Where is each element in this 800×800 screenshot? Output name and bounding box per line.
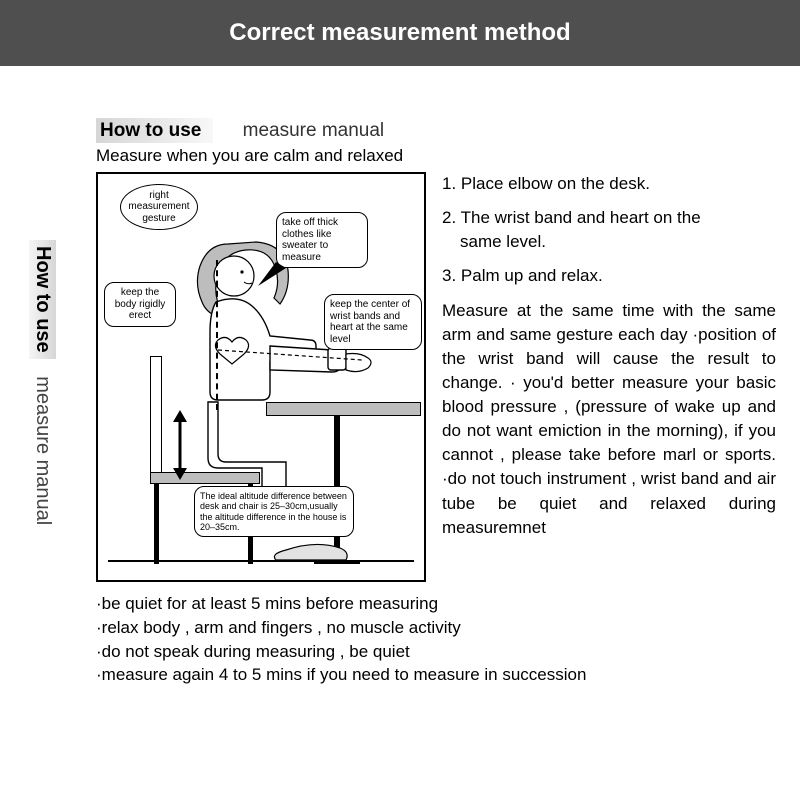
step-2-text-a: The wrist band and heart on the	[461, 208, 701, 227]
step-1-num: 1.	[442, 174, 456, 193]
subheading-how: How to use	[96, 118, 213, 143]
step-2-text-b: same level.	[442, 230, 776, 254]
title-bar: Correct measurement method	[0, 0, 800, 66]
page-title: Correct measurement method	[229, 19, 570, 47]
sidebar-label: How to use measure manual	[34, 240, 62, 610]
callout-clothes-pointer-icon	[258, 262, 286, 286]
step-1-text: Place elbow on the desk.	[461, 174, 650, 193]
step-2: 2. The wrist band and heart on the same …	[442, 206, 776, 254]
main-content: How to use measure manual Measure when y…	[96, 120, 776, 687]
sidebar-how-to-use: How to use	[29, 240, 56, 359]
callout-erect: keep the body rigidly erect	[104, 282, 176, 327]
callout-gesture: right measurement gesture	[120, 184, 198, 230]
measurement-paragraph: Measure at the same time with the same a…	[442, 299, 776, 540]
spine-dashline	[216, 260, 218, 410]
bottom-tips: ·be quiet for at least 5 mins before mea…	[96, 592, 776, 687]
sidebar-measure-manual: measure manual	[29, 364, 56, 537]
step-1: 1. Place elbow on the desk.	[442, 172, 776, 196]
tip-3: ·do not speak during measuring , be quie…	[96, 640, 776, 664]
step-2-num: 2.	[442, 208, 456, 227]
tip-1: ·be quiet for at least 5 mins before mea…	[96, 592, 776, 616]
instructions-column: 1. Place elbow on the desk. 2. The wrist…	[442, 172, 776, 582]
height-arrow-icon	[170, 410, 190, 480]
step-3-num: 3.	[442, 266, 456, 285]
callout-clothes: take off thick clothes like sweater to m…	[276, 212, 368, 268]
subheading: How to use measure manual	[96, 120, 776, 142]
subheading-mm: measure manual	[219, 120, 385, 141]
tip-2: ·relax body , arm and fingers , no muscl…	[96, 616, 776, 640]
tip-4: ·measure again 4 to 5 mins if you need t…	[96, 663, 776, 687]
callout-altitude: The ideal altitude difference between de…	[194, 486, 354, 537]
illustration-box: right measurement gesture keep the body …	[96, 172, 426, 582]
callout-center: keep the center of wrist bands and heart…	[324, 294, 422, 350]
step-3-text: Palm up and relax.	[461, 266, 603, 285]
calm-line: Measure when you are calm and relaxed	[96, 146, 776, 166]
step-3: 3. Palm up and relax.	[442, 264, 776, 288]
